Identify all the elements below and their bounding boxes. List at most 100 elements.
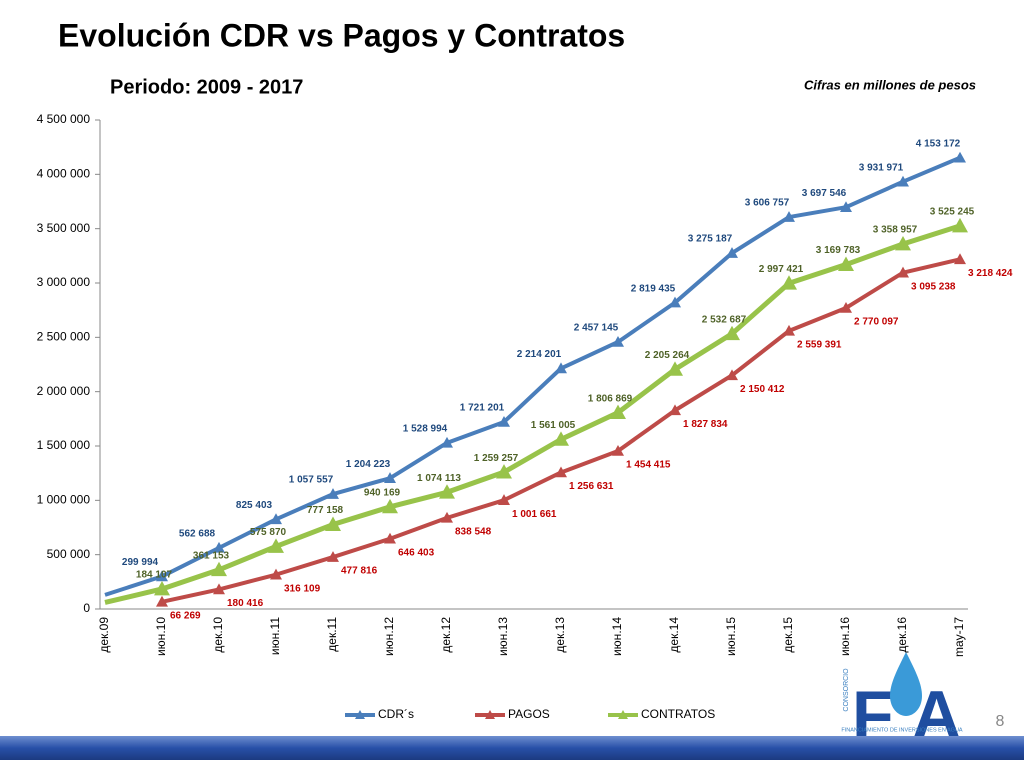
marker <box>612 444 624 456</box>
marker <box>384 532 396 544</box>
marker <box>840 301 852 313</box>
y-tick-label: 500 000 <box>47 547 91 561</box>
legend-marker <box>355 710 365 719</box>
legend-marker <box>618 710 628 719</box>
data-label: 477 816 <box>341 566 378 577</box>
x-tick-label: дек.11 <box>325 617 339 652</box>
marker <box>553 431 569 446</box>
data-label: 562 688 <box>179 528 216 539</box>
logo-vertical: CONSORCIO <box>843 668 850 712</box>
x-tick-label: дек.16 <box>895 617 909 653</box>
data-label: 1 454 415 <box>626 460 671 471</box>
data-label: 1 528 994 <box>403 423 448 434</box>
logo-tagline: FINANCIAMIENTO DE INVERSIONES EN AGUA <box>841 727 963 733</box>
x-tick-label: may-17 <box>952 617 966 657</box>
x-tick-label: июн.12 <box>382 617 396 656</box>
marker <box>441 511 453 523</box>
data-label: 2 457 145 <box>574 323 619 334</box>
marker <box>555 466 567 478</box>
marker <box>441 436 453 448</box>
y-tick-label: 1 500 000 <box>37 438 91 452</box>
marker <box>496 464 512 479</box>
marker <box>498 494 510 505</box>
marker <box>726 247 738 258</box>
marker <box>156 595 168 607</box>
footer-bar <box>0 736 1024 760</box>
data-label: 1 256 631 <box>569 481 614 492</box>
marker <box>783 211 795 222</box>
data-label: 3 606 757 <box>745 198 790 209</box>
data-label: 1 001 661 <box>512 509 557 520</box>
data-label: 1 827 834 <box>683 419 728 430</box>
data-label: 4 153 172 <box>916 138 961 149</box>
marker <box>954 151 966 163</box>
marker <box>270 513 282 525</box>
marker <box>726 369 738 381</box>
marker <box>156 570 168 582</box>
x-tick-label: июн.14 <box>610 617 624 656</box>
x-tick-label: июн.10 <box>154 617 168 656</box>
y-tick-label: 4 000 000 <box>37 167 91 181</box>
marker <box>669 404 681 416</box>
data-label: 3 218 424 <box>968 268 1013 279</box>
legend-label: CDR´s <box>378 707 414 721</box>
data-label: 3 697 546 <box>802 188 847 199</box>
marker <box>213 541 225 553</box>
data-label: 646 403 <box>398 547 435 558</box>
data-label: 184 107 <box>136 570 173 581</box>
data-label: 2 150 412 <box>740 384 785 395</box>
x-tick-label: дек.13 <box>553 617 567 653</box>
marker <box>783 324 795 336</box>
data-label: 2 770 097 <box>854 317 899 328</box>
data-label: 316 109 <box>284 583 321 594</box>
y-tick-label: 0 <box>83 601 90 615</box>
marker <box>897 266 909 278</box>
subtitle: Periodo: 2009 - 2017 <box>110 76 303 98</box>
marker <box>270 568 282 580</box>
marker <box>895 235 911 251</box>
data-label: 3 931 971 <box>859 162 904 173</box>
x-tick-label: дек.10 <box>211 617 225 653</box>
data-label: 299 994 <box>122 557 159 568</box>
marker <box>669 296 681 308</box>
data-label: 3 169 783 <box>816 245 861 256</box>
y-tick-label: 1 000 000 <box>37 493 91 507</box>
marker <box>555 362 567 374</box>
logo-drop <box>890 652 922 716</box>
y-tick-label: 3 500 000 <box>37 221 91 235</box>
y-tick-label: 2 500 000 <box>37 330 91 344</box>
data-label: 180 416 <box>227 598 264 609</box>
marker <box>154 580 170 596</box>
data-label: 1 057 557 <box>289 475 334 486</box>
marker <box>838 256 854 271</box>
y-tick-label: 4 500 000 <box>37 112 91 126</box>
data-label: 3 525 245 <box>930 207 975 218</box>
y-tick-label: 3 000 000 <box>37 275 91 289</box>
data-label: 2 559 391 <box>797 340 842 351</box>
data-label: 2 532 687 <box>702 314 747 325</box>
marker <box>325 516 341 531</box>
marker <box>897 175 909 187</box>
marker <box>952 217 968 233</box>
data-label: 940 169 <box>364 487 401 498</box>
data-label: 3 095 238 <box>911 281 956 292</box>
marker <box>781 275 797 290</box>
page-number: 8 <box>996 713 1005 730</box>
marker <box>612 335 624 347</box>
marker <box>327 551 339 562</box>
y-tick-label: 2 000 000 <box>37 384 91 398</box>
data-label: 3 358 957 <box>873 225 918 236</box>
data-label: 66 269 <box>170 610 201 621</box>
marker <box>211 561 227 577</box>
legend-label: PAGOS <box>508 707 550 721</box>
data-label: 575 870 <box>250 527 287 538</box>
data-label: 2 819 435 <box>631 283 676 294</box>
slide-title: Evolución CDR vs Pagos y Contratos <box>58 17 625 53</box>
data-label: 1 721 201 <box>460 403 505 414</box>
marker <box>439 484 455 499</box>
data-label: 1 259 257 <box>474 453 519 464</box>
marker <box>268 538 284 553</box>
data-label: 2 205 264 <box>645 350 690 361</box>
